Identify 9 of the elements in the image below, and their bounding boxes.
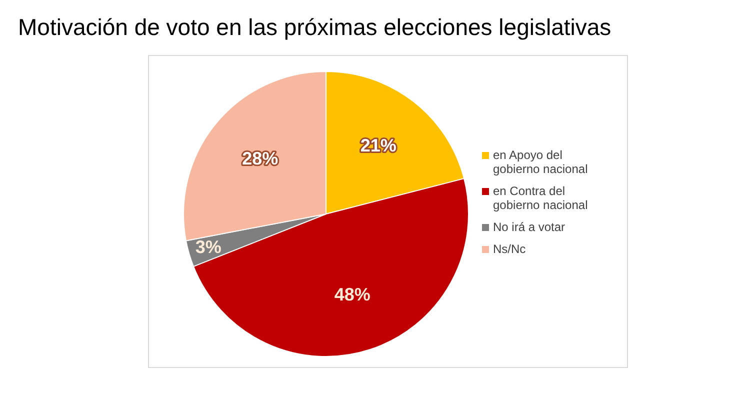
legend-label: Ns/Nc bbox=[493, 242, 526, 256]
data-label: 28% bbox=[242, 148, 278, 168]
data-label: 48% bbox=[334, 284, 370, 304]
data-label: 21% bbox=[360, 135, 396, 156]
data-label: 3% bbox=[195, 237, 222, 258]
legend-label: en Apoyo del gobierno nacional bbox=[493, 148, 589, 176]
legend-label: en Contra del gobierno nacional bbox=[493, 184, 589, 212]
chart-title: Motivación de voto en las próximas elecciones legislativas bbox=[18, 14, 612, 41]
legend-label: No irá a votar bbox=[493, 220, 566, 234]
